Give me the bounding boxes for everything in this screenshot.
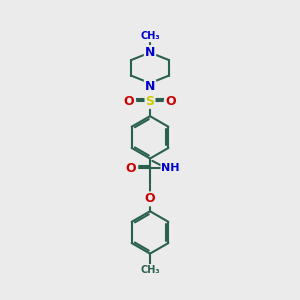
Text: O: O (145, 192, 155, 206)
Text: O: O (125, 162, 136, 175)
Text: S: S (146, 95, 154, 108)
Text: N: N (145, 80, 155, 93)
Text: CH₃: CH₃ (140, 31, 160, 41)
Text: O: O (124, 95, 134, 108)
Text: O: O (166, 95, 176, 108)
Text: CH₃: CH₃ (140, 265, 160, 275)
Text: NH: NH (161, 163, 180, 173)
Text: N: N (145, 46, 155, 59)
